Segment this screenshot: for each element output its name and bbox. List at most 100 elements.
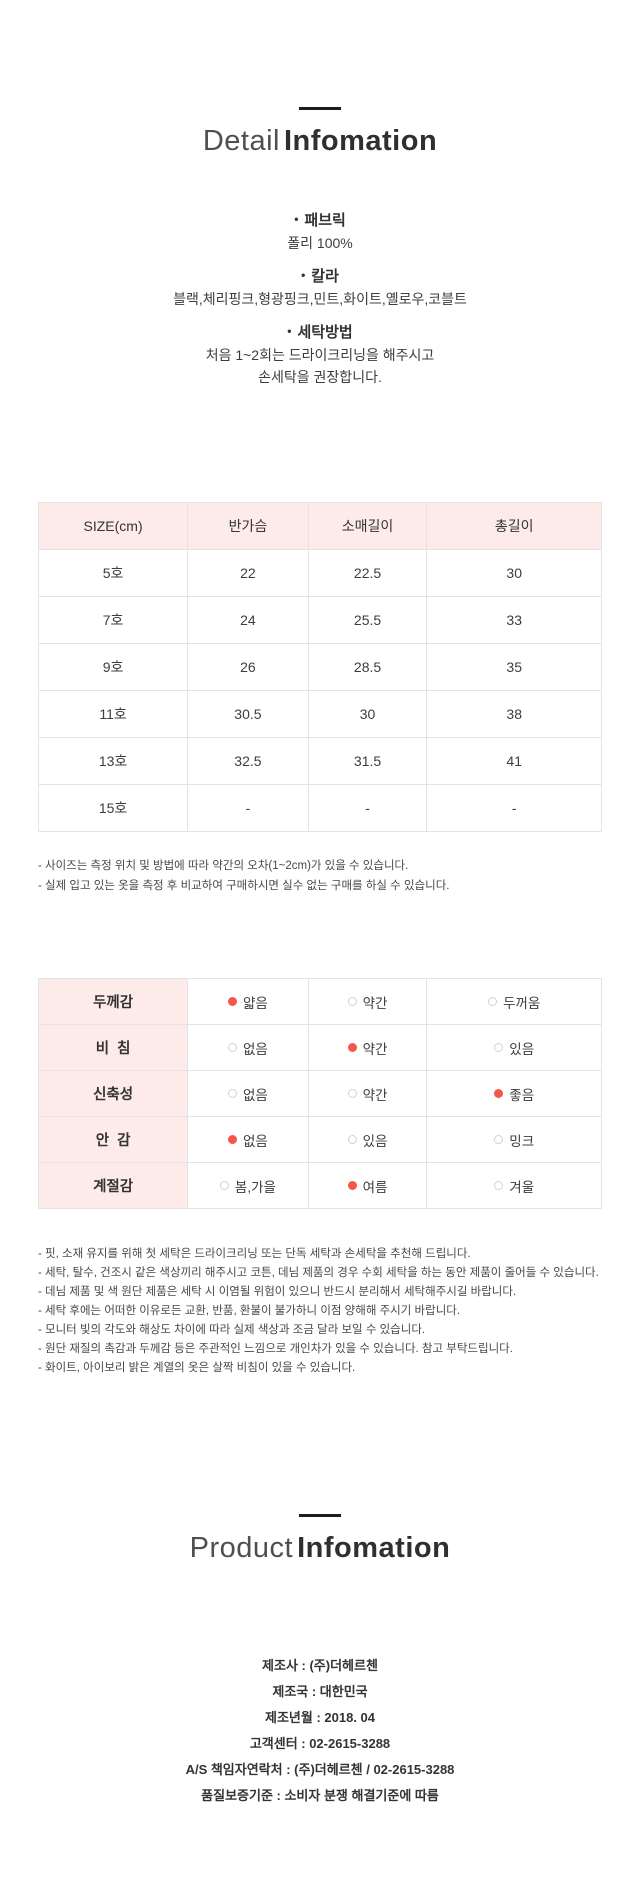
feel-option-text: 얇음 — [243, 995, 268, 1011]
section-divider-bar — [299, 107, 341, 110]
feel-option-cell: 있음 — [307, 1116, 428, 1163]
feel-option: 약간 — [347, 992, 388, 1012]
feel-row-label: 두께감 — [37, 978, 189, 1025]
title-light-part: Product — [189, 1532, 294, 1564]
feel-option: 약간 — [347, 1084, 388, 1104]
size-table-header-cell: 소매길이 — [307, 502, 428, 550]
feel-option-cell: 없음 — [187, 1116, 309, 1163]
feel-option: 없음 — [228, 1130, 268, 1150]
size-table-cell: 24 — [187, 596, 309, 644]
size-table-cell: 32.5 — [187, 737, 309, 785]
bullet-icon: • — [301, 268, 306, 282]
feel-option-cell: 얇음 — [187, 978, 309, 1025]
size-note-line: - 사이즈는 측정 위치 및 방법에 따라 약간의 오차(1~2cm)가 있을 … — [38, 860, 409, 872]
size-table-header-cell: 반가슴 — [187, 502, 309, 550]
radio-unselected-icon — [219, 1181, 229, 1190]
feel-option: 겨울 — [494, 1176, 534, 1196]
size-table-cell: - — [426, 784, 602, 832]
feel-option: 두꺼움 — [488, 992, 540, 1012]
info-block-heading-text: 패브릭 — [304, 212, 346, 229]
radio-unselected-icon — [228, 1089, 237, 1098]
info-block-line: 처음 1~2회는 드라이크리닝을 해주시고 — [205, 347, 435, 363]
care-note-line: - 핏, 소재 유지를 위해 첫 세탁은 드라이크리닝 또는 단독 세탁과 손세… — [38, 1248, 471, 1260]
feel-option-text: 없음 — [243, 1133, 268, 1149]
feel-table-row: 비 침 없음 약간 있음 — [37, 1024, 602, 1071]
title-light-part: Detail — [202, 125, 280, 157]
radio-selected-icon — [347, 1043, 357, 1052]
feel-option-cell: 좋음 — [426, 1070, 602, 1117]
size-table-cell: 38 — [426, 690, 602, 738]
size-table-row: 13호 32.5 31.5 41 — [37, 737, 602, 785]
product-info-line: 제조사 : (주)더헤르첸 — [262, 1658, 378, 1673]
title-bold-part: Infomation — [297, 1532, 451, 1564]
feel-option-text: 약간 — [362, 995, 388, 1011]
care-notes: - 핏, 소재 유지를 위해 첫 세탁은 드라이크리닝 또는 단독 세탁과 손세… — [38, 1245, 602, 1378]
feel-option: 얇음 — [228, 992, 268, 1012]
info-block-line: 손세탁을 권장합니다. — [258, 369, 382, 385]
feel-option-text: 있음 — [362, 1133, 388, 1149]
feel-option: 있음 — [347, 1130, 388, 1150]
product-info-line: A/S 책임자연락처 : (주)더헤르첸 / 02-2615-3288 — [185, 1762, 455, 1777]
feel-option-text: 밍크 — [509, 1133, 535, 1149]
product-info-line: 제조국 : 대한민국 — [272, 1684, 368, 1699]
radio-unselected-icon — [488, 997, 498, 1006]
feel-option-text: 없음 — [243, 1087, 268, 1103]
feel-option-cell: 겨울 — [426, 1162, 602, 1209]
info-block-heading: • 패브릭 — [0, 208, 640, 232]
size-table-cell: 35 — [426, 643, 602, 691]
size-table-cell: 30.5 — [187, 690, 309, 738]
feel-row-label: 신축성 — [37, 1070, 189, 1117]
care-note-line: - 원단 재질의 촉감과 두께감 등은 주관적인 느낌으로 개인차가 있을 수 … — [38, 1343, 513, 1355]
feel-option-text: 약간 — [362, 1041, 388, 1057]
info-block-heading: • 칼라 — [0, 264, 640, 288]
fabric-feel-table: 두께감 얇음 약간 두꺼움 비 침 없음 약간 있음 신축성 없음 약간 좋음 안 감 없음 있음 밍크 계절감… — [37, 978, 602, 1209]
detail-section-title: Detail Infomation — [0, 125, 640, 158]
radio-selected-icon — [347, 1181, 357, 1190]
feel-table-row: 안 감 없음 있음 밍크 — [37, 1116, 602, 1163]
feel-option: 약간 — [347, 1038, 388, 1058]
size-table-cell: 33 — [426, 596, 602, 644]
size-table-cell: 11호 — [37, 690, 189, 738]
product-info-line: 고객센터 : 02-2615-3288 — [249, 1736, 391, 1751]
size-table-cell: 22 — [187, 549, 309, 597]
size-notes: - 사이즈는 측정 위치 및 방법에 따라 약간의 오차(1~2cm)가 있을 … — [38, 856, 602, 896]
feel-option-cell: 약간 — [307, 978, 428, 1025]
feel-table-row: 계절감 봄,가을 여름 겨울 — [37, 1162, 602, 1209]
bullet-icon: • — [287, 324, 292, 338]
product-info-list: 제조사 : (주)더헤르첸 제조국 : 대한민국 제조년월 : 2018. 04 고객… — [0, 1653, 640, 1809]
radio-selected-icon — [228, 1135, 237, 1144]
feel-table-row: 신축성 없음 약간 좋음 — [37, 1070, 602, 1117]
radio-unselected-icon — [347, 1135, 357, 1144]
feel-option-text: 봄,가을 — [234, 1179, 276, 1195]
size-table-cell: 5호 — [37, 549, 189, 597]
info-block-heading: • 세탁방법 — [0, 320, 640, 344]
info-block-heading-text: 칼라 — [311, 268, 339, 285]
size-table-row: 7호 24 25.5 33 — [37, 596, 602, 644]
info-block-line: 폴리 100% — [287, 235, 353, 251]
size-table-cell: 26 — [187, 643, 309, 691]
feel-option-text: 약간 — [362, 1087, 388, 1103]
size-table-header-cell: 총길이 — [426, 502, 602, 550]
size-note-line: - 실제 입고 있는 옷을 측정 후 비교하여 구매하시면 실수 없는 구매를 … — [38, 880, 450, 892]
size-table-header-cell: SIZE(cm) — [37, 502, 189, 550]
care-note-line: - 세탁, 탈수, 건조시 같은 색상끼리 해주시고 코튼, 데님 제품의 경우… — [38, 1267, 599, 1279]
feel-option-cell: 약간 — [307, 1024, 428, 1071]
feel-option: 봄,가을 — [219, 1176, 276, 1196]
feel-option-text: 여름 — [362, 1179, 388, 1195]
radio-unselected-icon — [347, 1089, 357, 1098]
feel-option-cell: 없음 — [187, 1070, 309, 1117]
bullet-icon: • — [294, 212, 299, 226]
product-info-line: 품질보증기준 : 소비자 분쟁 해결기준에 따름 — [201, 1788, 439, 1803]
size-table-cell: 15호 — [37, 784, 189, 832]
size-table-cell: 41 — [426, 737, 602, 785]
size-table-header: SIZE(cm) 반가슴 소매길이 총길이 — [37, 502, 602, 550]
feel-option: 없음 — [228, 1084, 268, 1104]
info-block-heading-text: 세탁방법 — [297, 324, 353, 341]
size-table-cell: 7호 — [37, 596, 189, 644]
feel-row-label: 안 감 — [37, 1116, 189, 1163]
feel-option: 밍크 — [494, 1130, 534, 1150]
info-block-line: 블랙,체리핑크,형광핑크,민트,화이트,옐로우,코블트 — [173, 291, 467, 307]
